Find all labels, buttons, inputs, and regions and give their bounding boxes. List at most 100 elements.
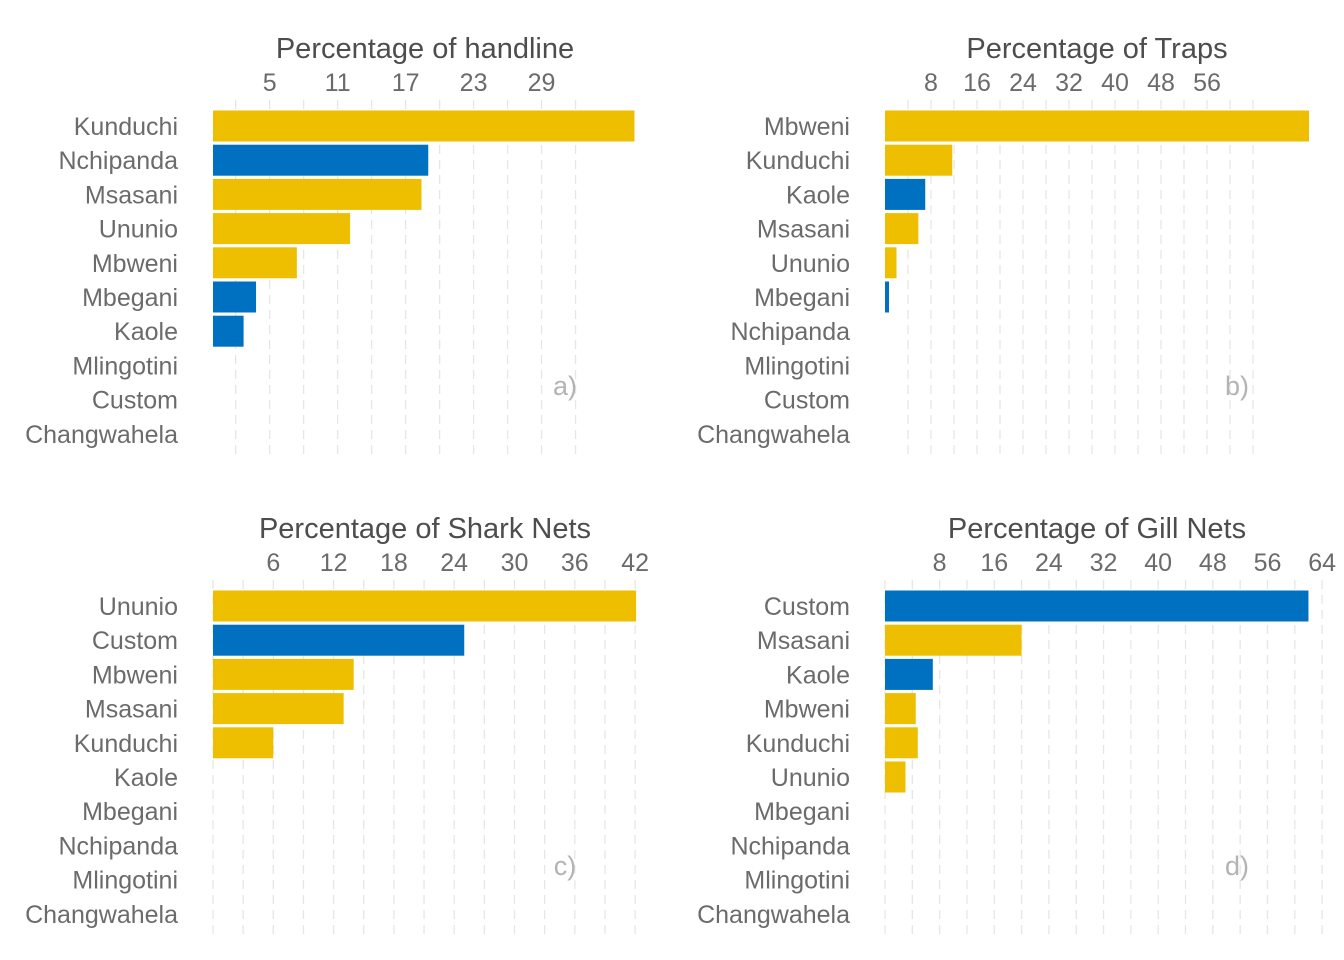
x-tick-label: 6 xyxy=(266,549,280,577)
x-tick-label: 8 xyxy=(924,69,938,97)
category-label: Mlingotini xyxy=(744,352,850,380)
category-label: Mbweni xyxy=(92,661,178,689)
bar-msasani xyxy=(885,624,1022,656)
category-label: Nchipanda xyxy=(58,832,178,860)
x-tick-label: 16 xyxy=(963,69,991,97)
x-tick-label: 40 xyxy=(1144,549,1172,577)
category-label: Mbweni xyxy=(92,250,178,278)
x-tick-label: 48 xyxy=(1199,549,1227,577)
category-label: Kaole xyxy=(114,764,178,792)
bar-mbweni xyxy=(213,658,354,690)
category-label: Msasani xyxy=(85,696,178,724)
category-label: Mbweni xyxy=(764,113,850,141)
bar-custom xyxy=(213,624,465,656)
category-label: Changwahela xyxy=(697,421,850,449)
bar-kaole xyxy=(213,315,244,347)
panel-label: d) xyxy=(1225,851,1249,881)
bar-ununio xyxy=(885,761,906,793)
x-tick-label: 18 xyxy=(380,549,408,577)
x-tick-label: 17 xyxy=(392,69,420,97)
category-label: Nchipanda xyxy=(730,318,850,346)
category-label: Nchipanda xyxy=(58,147,178,175)
x-tick-label: 32 xyxy=(1090,549,1118,577)
category-label: Custom xyxy=(764,387,850,415)
x-tick-label: 23 xyxy=(460,69,488,97)
x-tick-label: 32 xyxy=(1055,69,1083,97)
category-label: Kaole xyxy=(786,181,850,209)
category-label: Mlingotini xyxy=(744,867,850,895)
x-tick-label: 11 xyxy=(325,69,351,97)
category-label: Ununio xyxy=(99,216,178,244)
panel-label: c) xyxy=(554,851,577,881)
panel-c-shark-nets: Percentage of Shark Nets 6 12 18 24 30 36 42 Unu… xyxy=(25,513,649,935)
category-label: Msasani xyxy=(85,181,178,209)
x-tick-label: 29 xyxy=(528,69,556,97)
bar-custom xyxy=(885,590,1309,622)
bar-ununio xyxy=(885,247,897,279)
chart-title: Percentage of Gill Nets xyxy=(948,513,1246,545)
x-tick-label: 48 xyxy=(1147,69,1175,97)
x-tick-label: 12 xyxy=(320,549,348,577)
category-label: Mlingotini xyxy=(72,867,178,895)
bar-kunduchi xyxy=(213,727,274,759)
category-label: Msasani xyxy=(757,216,850,244)
bar-mbegani xyxy=(885,281,890,313)
chart-title: Percentage of Shark Nets xyxy=(259,513,591,545)
panel-b-traps: Percentage of Traps 8 16 24 32 40 48 56 Mbweni Ku… xyxy=(697,33,1309,455)
bar-msasani xyxy=(213,693,344,725)
x-tick-label: 24 xyxy=(440,549,468,577)
category-label: Kunduchi xyxy=(74,730,178,758)
x-tick-label: 30 xyxy=(501,549,529,577)
bar-mbweni xyxy=(213,247,297,279)
bar-mbegani xyxy=(213,281,257,313)
category-label: Kaole xyxy=(786,661,850,689)
category-label: Kunduchi xyxy=(746,730,850,758)
bar-mbweni xyxy=(885,693,916,725)
x-tick-label: 24 xyxy=(1035,549,1063,577)
category-label: Ununio xyxy=(771,250,850,278)
category-label: Mbegani xyxy=(82,798,178,826)
bar-nchipanda xyxy=(213,144,429,176)
category-label: Mbweni xyxy=(764,696,850,724)
category-label: Msasani xyxy=(757,627,850,655)
x-tick-label: 8 xyxy=(933,549,947,577)
chart-title: Percentage of Traps xyxy=(966,33,1227,65)
bar-mbweni xyxy=(885,110,1309,142)
category-label: Changwahela xyxy=(25,901,178,929)
category-label: Ununio xyxy=(771,764,850,792)
chart-title: Percentage of handline xyxy=(276,33,574,65)
category-label: Changwahela xyxy=(25,421,178,449)
category-label: Mbegani xyxy=(754,798,850,826)
bar-kaole xyxy=(885,658,933,690)
category-label: Mbegani xyxy=(82,284,178,312)
category-label: Ununio xyxy=(99,593,178,621)
x-tick-label: 36 xyxy=(561,549,589,577)
category-label: Nchipanda xyxy=(730,832,850,860)
bar-kunduchi xyxy=(213,110,635,142)
category-label: Mbegani xyxy=(754,284,850,312)
bar-kaole xyxy=(885,178,926,210)
category-label: Kunduchi xyxy=(74,113,178,141)
bar-msasani xyxy=(213,178,422,210)
x-tick-label: 56 xyxy=(1193,69,1221,97)
category-label: Kunduchi xyxy=(746,147,850,175)
category-label: Custom xyxy=(764,593,850,621)
x-tick-label: 40 xyxy=(1101,69,1129,97)
x-tick-label: 64 xyxy=(1308,549,1336,577)
category-label: Mlingotini xyxy=(72,352,178,380)
bar-kunduchi xyxy=(885,727,918,759)
x-tick-label: 5 xyxy=(263,69,277,97)
bar-kunduchi xyxy=(885,144,953,176)
category-label: Custom xyxy=(92,387,178,415)
bar-msasani xyxy=(885,213,919,245)
x-tick-label: 42 xyxy=(621,549,649,577)
category-label: Custom xyxy=(92,627,178,655)
x-tick-label: 56 xyxy=(1254,549,1282,577)
bar-ununio xyxy=(213,213,351,245)
panel-label: a) xyxy=(553,371,577,401)
x-tick-label: 24 xyxy=(1009,69,1037,97)
x-tick-label: 16 xyxy=(980,549,1008,577)
panel-a-handline: Percentage of handline 5 11 17 23 29 Kunduchi N… xyxy=(25,33,635,455)
